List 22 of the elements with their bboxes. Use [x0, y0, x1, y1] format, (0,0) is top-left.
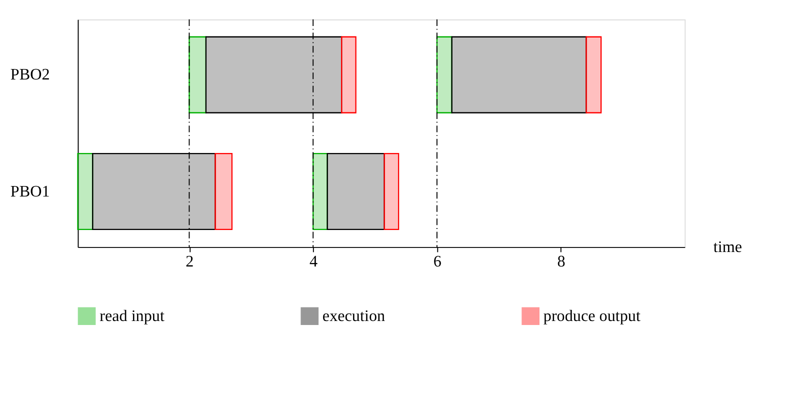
x-tick-label: 6	[433, 253, 442, 270]
y-tick-label: PBO1	[10, 183, 50, 200]
x-tick-label: 8	[557, 253, 566, 270]
bar	[214, 153, 233, 230]
bar	[326, 153, 385, 230]
bar	[205, 36, 342, 114]
bar	[586, 36, 602, 114]
bar	[451, 36, 587, 114]
x-axis-title: time	[713, 239, 742, 256]
y-tick-label: PBO2	[10, 66, 50, 84]
bar	[384, 153, 400, 230]
legend-label: execution	[322, 308, 386, 325]
legend-label: read input	[100, 308, 165, 325]
bar	[188, 36, 207, 114]
x-tick-label: 2	[186, 253, 194, 270]
bar	[92, 153, 216, 230]
bar	[312, 153, 328, 230]
bar	[436, 36, 452, 114]
legend-label: produce output	[543, 308, 641, 325]
bar	[77, 153, 94, 230]
x-tick-label: 4	[310, 253, 318, 270]
bar	[341, 36, 356, 114]
